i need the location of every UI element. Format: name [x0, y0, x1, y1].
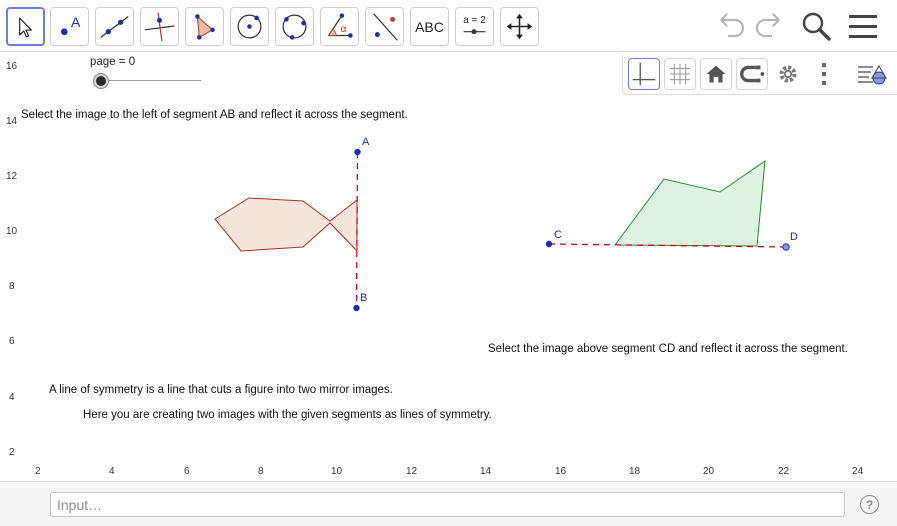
point-a-label: A: [362, 136, 370, 148]
toggle-stylebar-icon: [858, 64, 888, 85]
x-tick: 16: [555, 466, 567, 477]
undo-button[interactable]: [714, 8, 750, 44]
perpendicular-line-tool[interactable]: [140, 7, 179, 46]
instruction-cd-text[interactable]: Select the image above segment CD and re…: [488, 343, 848, 355]
text-icon: ABC: [415, 18, 444, 35]
toggle-grid-button[interactable]: [664, 58, 696, 90]
y-tick: 6: [9, 336, 15, 347]
search-button[interactable]: [798, 8, 834, 44]
drawing-canvas: [214, 148, 790, 312]
help-icon: ?: [865, 497, 874, 512]
toolbar: A: [0, 0, 897, 52]
toggle-stylebar-button[interactable]: [855, 58, 891, 90]
graphics-settings-button[interactable]: [772, 58, 804, 90]
circle-three-points-tool[interactable]: [275, 7, 314, 46]
slider-knob[interactable]: [94, 74, 108, 88]
home-icon: [706, 65, 726, 83]
circle-center-tool[interactable]: [230, 7, 269, 46]
y-tick: 12: [6, 171, 18, 182]
y-tick: 4: [9, 392, 15, 403]
reflect-tool[interactable]: [365, 7, 404, 46]
point-d[interactable]: [782, 243, 790, 251]
point-icon: [60, 28, 68, 36]
algebra-input-field[interactable]: [50, 492, 845, 517]
x-tick: 14: [480, 466, 492, 477]
explanation-text[interactable]: Here you are creating two images with th…: [83, 409, 492, 421]
point-b-label: B: [360, 292, 368, 304]
x-tick: 6: [184, 466, 190, 477]
point-tool[interactable]: A: [50, 7, 89, 46]
slider-icon: a = 2: [463, 15, 486, 26]
y-tick: 8: [9, 281, 15, 292]
point-tool-label: A: [71, 14, 81, 30]
point-b[interactable]: [353, 304, 360, 312]
redo-button[interactable]: [750, 8, 786, 44]
reflect-about-line-icon: [373, 13, 398, 41]
polygon-green[interactable]: [614, 159, 766, 247]
menu-icon: [849, 15, 877, 38]
x-tick: 24: [852, 466, 864, 477]
search-icon: [802, 12, 831, 41]
angle-icon: [327, 13, 353, 38]
undo-icon: [720, 13, 745, 38]
y-tick: 16: [6, 61, 18, 72]
slider-track[interactable]: [101, 80, 201, 81]
instruction-ab-text[interactable]: Select the image to the left of segment …: [21, 109, 408, 121]
x-tick: 4: [109, 466, 115, 477]
input-bar: ?: [0, 481, 897, 526]
circle-center-point-icon: [237, 14, 262, 39]
point-a[interactable]: [354, 148, 361, 156]
definition-text[interactable]: A line of symmetry is a line that cuts a…: [49, 384, 393, 396]
redo-icon: [755, 13, 780, 38]
angle-tool-label: α: [340, 24, 347, 35]
x-tick: 12: [406, 466, 418, 477]
text-tool[interactable]: ABC: [410, 7, 449, 46]
x-tick: 22: [778, 466, 790, 477]
main-menu-button[interactable]: [845, 8, 881, 44]
line-through-points-icon: [100, 16, 129, 38]
more-options-button[interactable]: [808, 58, 840, 90]
x-tick: 20: [703, 466, 715, 477]
y-tick: 10: [6, 226, 18, 237]
graphics-stylebar: [622, 55, 897, 95]
move-graphics-view-tool[interactable]: [500, 7, 539, 46]
graphics-view[interactable]: A B C D page = 0 Select the image to the…: [0, 53, 897, 481]
y-tick: 14: [6, 116, 18, 127]
toggle-axes-button[interactable]: [628, 58, 660, 90]
input-help-button[interactable]: ?: [860, 495, 879, 514]
line-tool[interactable]: [95, 7, 134, 46]
point-capturing-button[interactable]: [736, 58, 768, 90]
x-tick: 10: [331, 466, 343, 477]
point-c[interactable]: [545, 240, 553, 248]
axes-icon: [632, 62, 656, 86]
polygon-fish[interactable]: [214, 197, 358, 253]
grid-icon: [669, 63, 691, 85]
slider-label: page = 0: [90, 56, 136, 68]
polygon-tool[interactable]: [185, 7, 224, 46]
circle-three-points-icon: [282, 14, 307, 40]
move-cross-arrows-icon: [506, 13, 533, 40]
move-tool[interactable]: [6, 7, 45, 46]
angle-tool[interactable]: α: [320, 7, 359, 46]
settings-icon: [779, 65, 797, 83]
x-tick: 2: [35, 466, 41, 477]
segment-ab[interactable]: [355, 151, 359, 309]
slider-tool[interactable]: a = 2: [455, 7, 494, 46]
standard-view-button[interactable]: [700, 58, 732, 90]
x-tick: 18: [629, 466, 641, 477]
x-tick: 8: [258, 466, 264, 477]
y-tick: 2: [9, 447, 15, 458]
polygon-icon: [195, 14, 215, 40]
point-c-label: C: [554, 229, 562, 241]
point-d-label: D: [790, 231, 798, 243]
point-capturing-icon: [740, 65, 765, 83]
arrow-pointer-icon: [19, 17, 32, 38]
perpendicular-line-icon: [144, 12, 175, 42]
more-vertical-icon: [822, 63, 826, 85]
slider-track-icon: [463, 29, 486, 35]
